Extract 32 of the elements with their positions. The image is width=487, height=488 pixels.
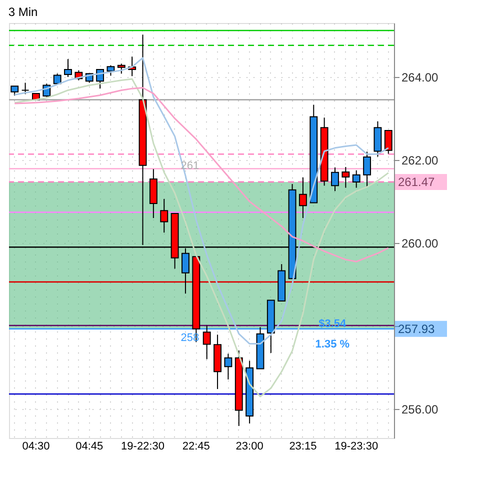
x-tick-label: 04:45 xyxy=(76,440,104,452)
candlestick xyxy=(374,120,382,158)
ref-line-label: 261.47 xyxy=(398,174,436,189)
candlestick xyxy=(117,63,126,74)
line-series xyxy=(14,86,390,262)
candlestick xyxy=(106,64,115,76)
x-tick-label: 04:30 xyxy=(22,440,50,452)
x-tick-label: 19-22:30 xyxy=(121,440,164,452)
x-tick-label: 23:00 xyxy=(236,440,264,452)
y-tick-label: 256.00 xyxy=(402,402,439,416)
candlestick xyxy=(352,170,360,188)
ref-line-label: 257.93 xyxy=(398,322,436,336)
candlestick xyxy=(224,353,232,380)
candlestick xyxy=(384,130,392,154)
candlestick xyxy=(160,198,168,234)
chart-title: 3 Min xyxy=(8,5,38,19)
y-tick-label: 264.00 xyxy=(402,70,439,84)
y-tick-label: 260.00 xyxy=(402,236,439,250)
candlestick xyxy=(342,166,350,188)
x-tick-label: 19-23:30 xyxy=(334,440,378,452)
candlestick xyxy=(363,151,372,188)
candlestick xyxy=(298,176,307,219)
x-tick-label: 22:45 xyxy=(182,440,210,452)
candlestick xyxy=(64,58,72,78)
x-tick-label: 23:15 xyxy=(289,440,317,452)
annotation: 1.35 % xyxy=(315,338,350,351)
line-series xyxy=(14,78,390,398)
candlestick xyxy=(21,82,30,94)
y-tick-label: 262.00 xyxy=(402,153,439,168)
candlestick xyxy=(10,86,19,96)
candlestick xyxy=(202,325,211,360)
candlestick xyxy=(331,166,339,192)
